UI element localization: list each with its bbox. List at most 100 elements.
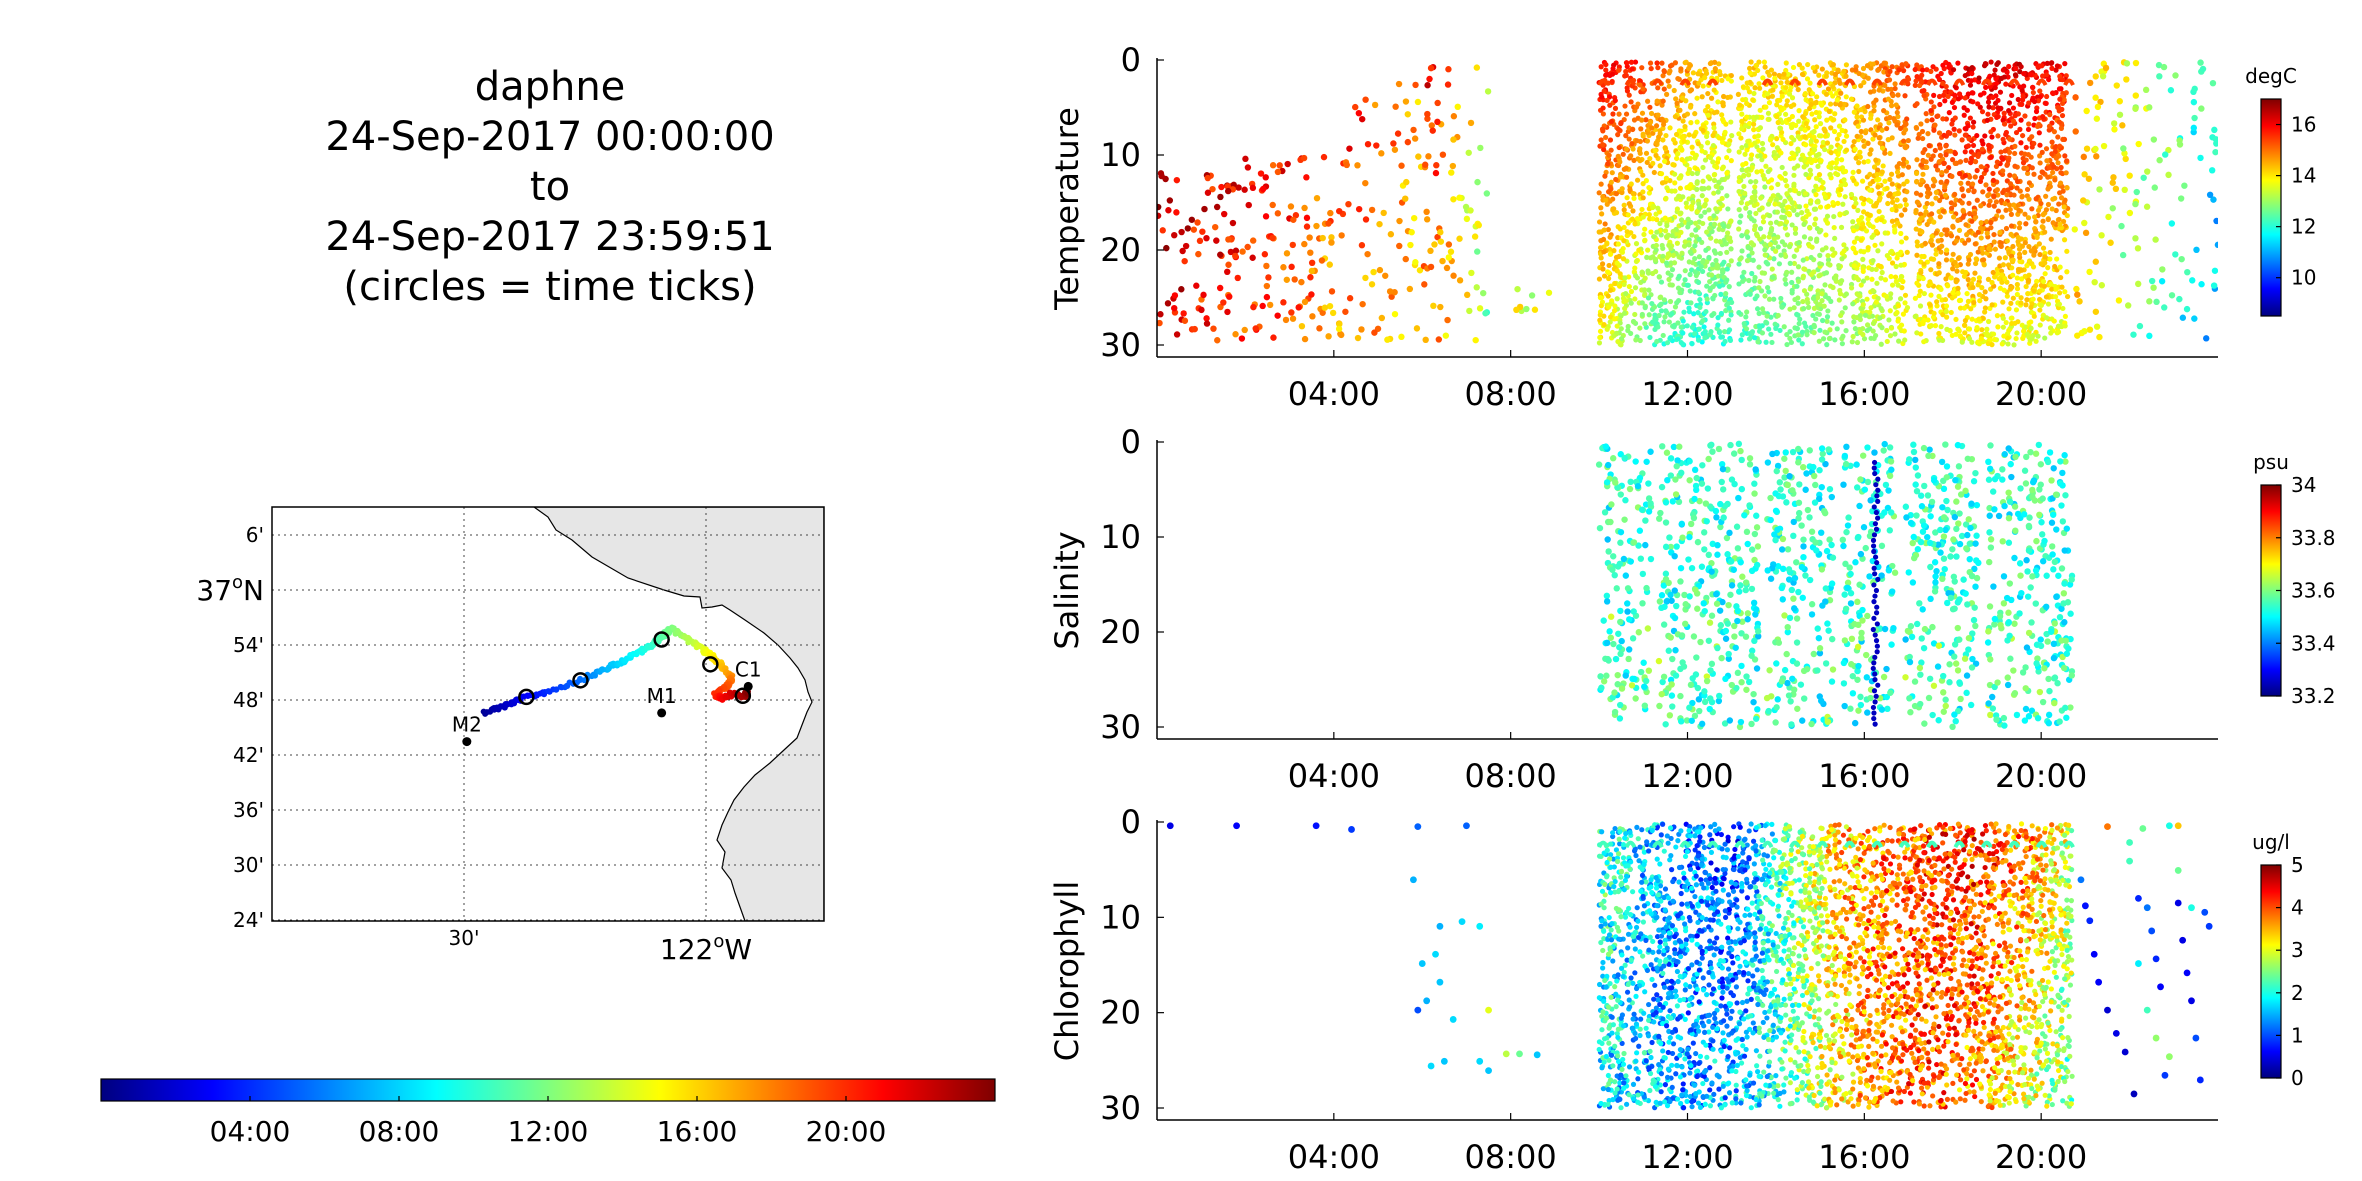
temperature-point [1810, 295, 1817, 301]
temperature-point [2010, 118, 2017, 124]
temperature-point [1714, 263, 1720, 269]
temperature-point [1879, 127, 1885, 133]
temperature-point [1623, 166, 1629, 172]
temperature-point [2049, 90, 2056, 96]
temperature-point [1212, 223, 1219, 231]
temperature-point [2013, 335, 2019, 342]
temperature-point [1962, 172, 1968, 179]
temperature-point [1723, 291, 1729, 297]
temperature-point [2206, 191, 2214, 199]
temperature-point [2120, 145, 2127, 152]
temperature-point [1843, 62, 1849, 68]
temperature-point [1195, 250, 1202, 258]
temperature-point [1718, 310, 1725, 317]
temperature-point [1975, 249, 1981, 255]
temperature-point [2036, 130, 2042, 136]
temperature-point [1970, 284, 1976, 291]
temperature-point [2102, 64, 2110, 72]
temperature-point [1865, 103, 1871, 110]
temperature-point [1437, 238, 1445, 245]
temperature-point [1597, 245, 1604, 251]
temperature-point [2004, 192, 2010, 198]
temperature-point [1434, 118, 1441, 126]
temperature-point [1913, 78, 1919, 84]
temperature-point [1654, 98, 1660, 104]
temperature-point [1600, 111, 1606, 117]
temperature-point [1795, 278, 1802, 284]
temperature-point [1406, 285, 1414, 293]
temperature-point [1778, 80, 1784, 86]
temperature-data [1157, 59, 2218, 348]
salinity-point [2017, 572, 2024, 579]
temperature-point [1831, 117, 1837, 123]
temperature-point [1396, 217, 1403, 225]
temperature-point [1830, 199, 1836, 206]
temperature-point [1982, 133, 1988, 139]
temperature-point [1646, 185, 1652, 191]
temperature-point [1715, 322, 1721, 328]
temperature-point [1743, 314, 1749, 320]
temperature-point [1929, 117, 1935, 123]
temperature-point [1606, 262, 1612, 269]
temperature-point [1965, 277, 1971, 283]
temperature-point [1992, 336, 1998, 343]
temperature-point [2158, 278, 2166, 285]
temperature-point [2015, 178, 2021, 185]
temperature-point [1829, 246, 1835, 252]
temperature-point [1937, 145, 1943, 151]
temperature-point [1630, 146, 1636, 152]
temperature-point [1775, 244, 1781, 250]
temperature-point [1662, 228, 1669, 234]
temperature-point [1613, 210, 1620, 216]
temperature-point [1925, 152, 1931, 158]
temperature-point [1692, 111, 1698, 117]
temperature-point [1662, 314, 1668, 320]
temperature-point [1953, 331, 1959, 337]
temperature-point [1728, 119, 1734, 125]
temperature-point [1677, 107, 1683, 113]
temperature-point [1888, 325, 1895, 331]
temperature-point [1995, 208, 2002, 214]
temperature-point [1625, 323, 1631, 330]
temperature-point [1433, 162, 1440, 169]
temperature-point [1918, 211, 1924, 217]
temperature-point [1970, 90, 1976, 96]
temperature-point [1368, 206, 1376, 214]
temperature-point [1663, 234, 1670, 240]
temperature-point [1630, 318, 1637, 325]
temperature-point [1957, 171, 1963, 177]
temperature-point [1772, 75, 1778, 81]
temperature-point [1813, 124, 1819, 130]
temperature-point [2006, 249, 2012, 255]
temperature-point [1316, 325, 1323, 332]
temperature-point [2046, 76, 2052, 83]
temperature-point [1630, 126, 1636, 133]
temperature-point [1851, 314, 1857, 320]
temperature-point [1744, 309, 1750, 315]
temperature-point [1640, 172, 1646, 178]
temperature-point [1239, 248, 1246, 255]
temperature-point [1935, 238, 1941, 244]
temperature-point [1630, 191, 1636, 197]
temperature-point [1834, 326, 1840, 332]
temperature-point [1812, 221, 1818, 227]
temperature-point [1235, 184, 1242, 191]
temperature-point [1274, 312, 1281, 319]
salinity-point [1953, 498, 1960, 505]
temperature-point [2052, 177, 2058, 183]
temperature-point [1691, 133, 1697, 139]
title-line-end: 24-Sep-2017 23:59:51 [325, 214, 775, 260]
temperature-point [1173, 209, 1180, 216]
temperature-point [2116, 111, 2124, 118]
temperature-point [1263, 262, 1270, 270]
temperature-point [1772, 201, 1778, 207]
temperature-point [1651, 169, 1657, 176]
temperature-point [1695, 141, 1701, 147]
temperature-point [2086, 268, 2093, 276]
temperature-point [1606, 304, 1612, 310]
temperature-point [2026, 272, 2032, 278]
temperature-point [1661, 86, 1667, 92]
temperature-point [1775, 119, 1781, 126]
temperature-point [1945, 283, 1951, 289]
temperature-point [1931, 310, 1937, 317]
